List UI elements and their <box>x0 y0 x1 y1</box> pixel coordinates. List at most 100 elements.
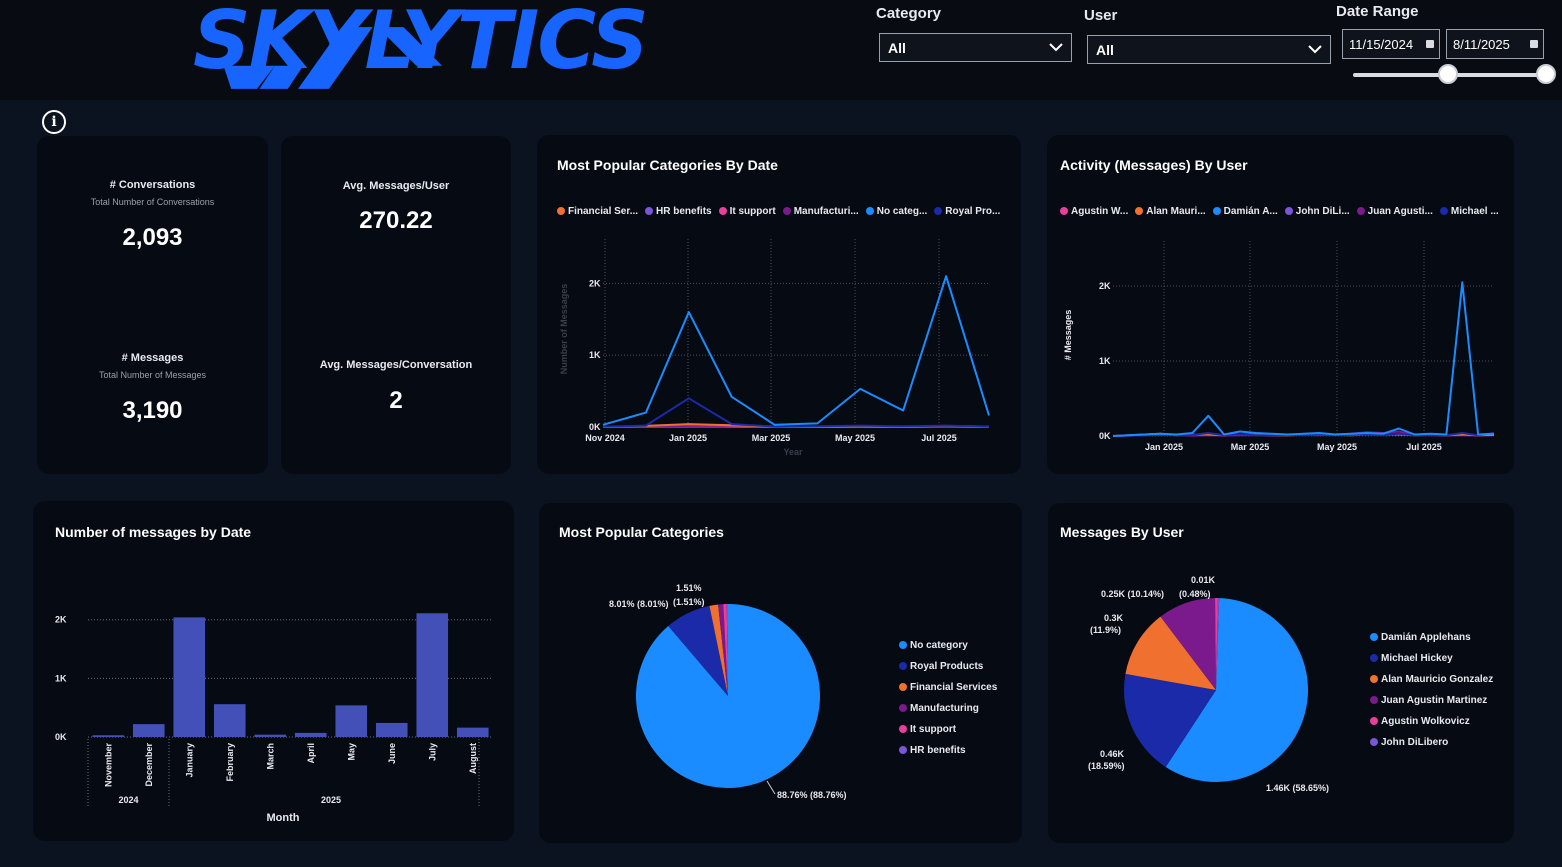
pie-legend: Damián Applehans Michael Hickey Alan Mauri… <box>1370 632 1493 758</box>
legend-item[interactable]: Juan Agustin Martinez <box>1370 695 1493 716</box>
legend-item[interactable]: Financial Ser... <box>557 206 638 217</box>
legend-label: Alan Mauri... <box>1146 206 1206 217</box>
date-end-input[interactable]: 8/11/2025 <box>1446 29 1544 59</box>
slice-label: 0.01K <box>1191 575 1216 585</box>
date-slider-end-handle[interactable] <box>1536 64 1556 84</box>
bar <box>416 613 449 737</box>
chevron-down-icon <box>1049 43 1063 52</box>
y-tick-label: 2K <box>589 278 601 288</box>
date-slider-start-handle[interactable] <box>1437 64 1458 84</box>
legend-item[interactable]: Royal Pro... <box>934 206 1000 217</box>
user-select[interactable]: All <box>1087 35 1331 64</box>
category-filter-label: Category <box>876 5 942 22</box>
legend-item[interactable]: Agustin Wolkovicz <box>1370 716 1493 737</box>
bar <box>335 705 368 737</box>
messages-by-user-card: Messages By User 1.46K (58.65%) 0.46K (18.… <box>1048 503 1514 843</box>
y-tick-label: 1K <box>55 673 67 683</box>
legend-item[interactable]: Manufacturing <box>899 703 997 724</box>
y-tick-label: 1K <box>1099 356 1111 366</box>
pie-slice <box>718 604 728 696</box>
legend-item[interactable]: No categ... <box>865 206 928 217</box>
brand-name: SKYLYTICS <box>193 0 649 87</box>
legend-dot <box>899 683 907 691</box>
calendar-icon <box>1426 40 1434 48</box>
legend-dot <box>899 746 907 754</box>
legend-label: Agustin W... <box>1071 206 1129 217</box>
legend-item[interactable]: Michael Hickey <box>1370 653 1493 674</box>
info-icon[interactable]: i <box>42 110 66 134</box>
y-axis-title: # Messages <box>1063 310 1073 361</box>
popular-categories-pie: 88.76% (88.76%) 8.01% (8.01%) 1.51% (1.51%) <box>609 583 847 800</box>
legend-dot <box>1370 738 1378 746</box>
legend-dot <box>1212 207 1221 215</box>
legend-dot <box>899 704 907 712</box>
pie-slice <box>1160 598 1216 690</box>
year-label: 2025 <box>321 795 341 805</box>
chart-legend: Agustin W... Alan Mauri... Damián A... John… <box>1060 206 1506 217</box>
slice-label: 8.01% (8.01%) <box>609 599 669 609</box>
legend-label: John DiLi... <box>1295 206 1350 217</box>
legend-item[interactable]: Agustin W... <box>1060 206 1128 217</box>
legend-dot <box>1370 696 1378 704</box>
pie-slice <box>636 604 821 788</box>
slice-label: 1.46K (58.65%) <box>1266 783 1329 793</box>
x-axis-title: Month <box>267 812 300 824</box>
legend-item[interactable]: Juan Agusti... <box>1356 206 1433 217</box>
legend-label: Agustin Wolkovicz <box>1381 716 1470 727</box>
legend-item[interactable]: John DiLi... <box>1284 206 1350 217</box>
legend-label: Financial Ser... <box>568 206 639 217</box>
legend-dot <box>1439 207 1448 215</box>
legend-dot <box>718 207 727 215</box>
legend-dot <box>899 641 907 649</box>
chart-title: Messages By User <box>1060 524 1184 540</box>
legend-item[interactable]: Damián Applehans <box>1370 632 1493 653</box>
x-tick-label: July <box>427 743 437 761</box>
legend-dot <box>865 207 874 215</box>
legend-item[interactable]: It support <box>899 724 997 745</box>
legend-label: Royal Products <box>910 661 984 672</box>
avg-per-user-value: 270.22 <box>359 207 433 234</box>
legend-label: HR benefits <box>656 206 712 217</box>
legend-item[interactable]: Michael ... <box>1439 206 1499 217</box>
x-tick-label: Mar 2025 <box>752 433 791 443</box>
date-start-input[interactable]: 11/15/2024 <box>1342 29 1440 59</box>
pie-slice <box>1165 598 1308 783</box>
x-tick-label: April <box>306 743 316 764</box>
legend-item[interactable]: HR benefits <box>645 206 712 217</box>
legend-dot <box>557 207 565 215</box>
x-tick-label: May 2025 <box>835 433 875 443</box>
legend-label: No categ... <box>876 206 928 217</box>
legend-item[interactable]: John DiLibero <box>1370 737 1493 758</box>
popular-categories-card: Most Popular Categories 88.76% (88.76%) 8… <box>539 503 1022 843</box>
legend-label: Manufacturi... <box>793 206 859 217</box>
legend-dot <box>1370 675 1378 683</box>
legend-dot <box>645 207 654 215</box>
pie-slice <box>1215 597 1218 690</box>
legend-item[interactable]: Damián A... <box>1212 206 1278 217</box>
slice-label: 1.51% <box>676 583 702 593</box>
legend-item[interactable]: Royal Products <box>899 661 997 682</box>
slice-label: 0.46K <box>1100 749 1125 759</box>
x-tick-label: February <box>225 743 235 782</box>
bar <box>375 722 408 737</box>
slice-label: (11.9%) <box>1090 625 1121 635</box>
legend-item[interactable]: Alan Mauri... <box>1135 206 1206 217</box>
pie-slice <box>723 604 728 696</box>
legend-item[interactable]: No category <box>899 640 997 661</box>
y-tick-label: 0K <box>55 732 67 742</box>
legend-item[interactable]: Alan Mauricio Gonzalez <box>1370 674 1493 695</box>
legend-item[interactable]: It support <box>718 206 776 217</box>
bar <box>294 732 327 737</box>
legend-item[interactable]: Manufacturi... <box>782 206 859 217</box>
category-select[interactable]: All <box>879 33 1072 62</box>
series-line <box>602 275 990 426</box>
legend-item[interactable]: Financial Services <box>899 682 997 703</box>
x-tick-label: Jul 2025 <box>1406 442 1442 452</box>
chart-title: Activity (Messages) By User <box>1060 157 1248 173</box>
y-tick-label: 0K <box>1099 431 1111 441</box>
pie-slice <box>668 605 728 696</box>
pie-slice <box>1124 673 1216 768</box>
activity-by-user-chart: 0K 1K 2K Jan 2025 Mar 2025 May 2025 Jul 2025 # … <box>1063 241 1495 452</box>
legend-label: Alan Mauricio Gonzalez <box>1381 674 1494 685</box>
legend-item[interactable]: HR benefits <box>899 745 997 766</box>
